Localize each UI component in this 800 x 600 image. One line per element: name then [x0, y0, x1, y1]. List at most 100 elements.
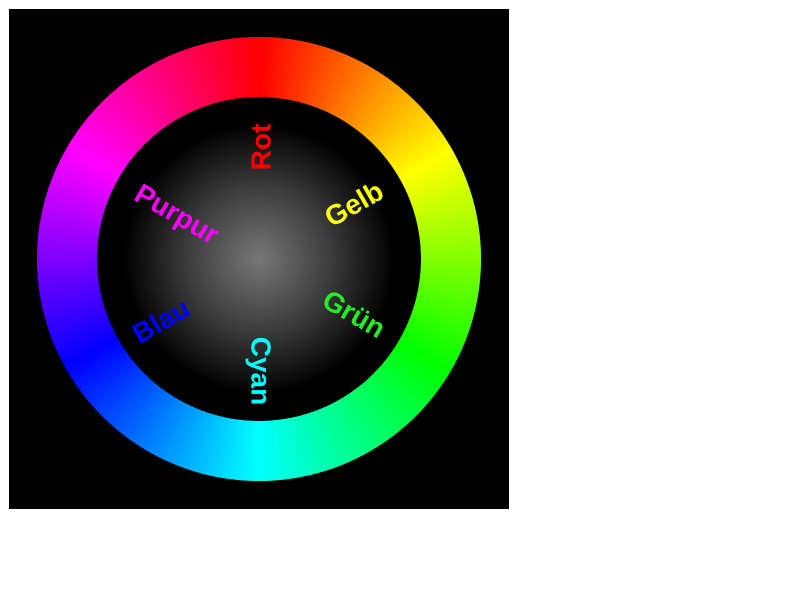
- hue-ring-wedge: [75, 350, 128, 390]
- hue-ring-wedge: [375, 104, 423, 150]
- hue-ring-wedge: [388, 125, 440, 166]
- hue-ring-wedge: [97, 370, 145, 416]
- hue-ring-wedge: [383, 116, 433, 159]
- hue-ring-wedge: [73, 348, 127, 387]
- hue-ring-wedge: [383, 358, 434, 401]
- color-wheel-panel: Rot Gelb Grün Cyan Blau Purpur: [9, 9, 509, 509]
- hue-ring-wedge: [129, 390, 169, 444]
- label-rot: Rot: [246, 124, 277, 171]
- hue-ring-wedge: [393, 344, 448, 382]
- hue-ring-wedge: [351, 77, 392, 129]
- hue-ring-wedge: [92, 366, 141, 411]
- hue-ring-wedge: [331, 402, 364, 458]
- hue-ring-wedge: [387, 354, 439, 395]
- hue-ring-wedge: [55, 323, 113, 353]
- hue-ring-wedge: [116, 85, 159, 135]
- hue-ring-wedge: [399, 148, 455, 182]
- hue-ring-wedge: [348, 391, 387, 445]
- hue-ring-wedge: [122, 80, 163, 132]
- hue-ring-wedge: [81, 120, 133, 162]
- hue-ring-wedge: [63, 336, 119, 370]
- hue-ring-wedge: [343, 394, 380, 449]
- hue-ring-wedge: [120, 385, 162, 437]
- hue-ring-wedge: [333, 400, 367, 457]
- hue-ring-wedge: [386, 122, 438, 163]
- hue-ring-wedge: [361, 381, 405, 431]
- hue-ring-wedge: [138, 69, 175, 124]
- color-wheel-diagram: Rot Gelb Grün Cyan Blau Purpur: [36, 37, 481, 481]
- hue-ring-wedge: [396, 141, 451, 178]
- hue-ring-wedge: [358, 84, 401, 135]
- hue-ring-wedge: [400, 151, 457, 185]
- hue-ring-wedge: [390, 128, 443, 168]
- hue-ring-wedge: [357, 384, 399, 436]
- hue-ring-wedge: [154, 60, 187, 116]
- hue-ring-wedge: [132, 392, 171, 446]
- hue-ring-wedge: [56, 325, 114, 357]
- hue-ring-wedge: [391, 131, 445, 170]
- hue-ring-wedge: [141, 67, 178, 122]
- hue-ring-wedge: [371, 99, 418, 146]
- hue-ring-wedge: [60, 331, 116, 364]
- hue-ring-wedge: [99, 100, 146, 147]
- hue-ring-wedge: [354, 79, 395, 131]
- hue-ring-wedge: [328, 403, 360, 460]
- hue-ring-wedge: [379, 110, 429, 155]
- hue-ring-wedge: [82, 357, 134, 399]
- hue-ring-wedge: [403, 158, 460, 190]
- hue-ring-wedge: [373, 102, 421, 148]
- hue-ring-wedge: [87, 361, 137, 405]
- hue-ring-wedge: [356, 81, 398, 133]
- hue-ring-wedge: [91, 108, 140, 153]
- center-glow: [124, 124, 394, 394]
- hue-ring-wedge: [69, 343, 124, 380]
- hue-ring-wedge: [368, 375, 414, 423]
- hue-ring-wedge: [126, 389, 167, 441]
- hue-ring-wedge: [105, 376, 151, 424]
- hue-ring-wedge: [65, 338, 121, 374]
- hue-ring-wedge: [131, 73, 170, 127]
- hue-ring-wedge: [125, 78, 166, 130]
- hue-ring-wedge: [360, 86, 404, 136]
- hue-ring-wedge: [100, 372, 147, 419]
- hue-ring-wedge: [84, 117, 135, 160]
- label-cyan-text: Cyan: [246, 337, 277, 405]
- hue-ring-wedge: [385, 356, 437, 398]
- hue-ring-wedge: [363, 379, 408, 429]
- hue-ring-wedge: [359, 383, 402, 433]
- hue-ring-wedge: [58, 328, 115, 360]
- hue-ring-wedge: [397, 144, 453, 180]
- hue-ring-wedge: [136, 393, 174, 448]
- hue-ring-wedge: [352, 388, 393, 440]
- hue-ring-wedge: [70, 136, 125, 174]
- hue-ring-wedge: [389, 351, 441, 392]
- hue-ring-wedge: [144, 65, 180, 121]
- hue-ring-wedge: [113, 87, 157, 137]
- hue-ring-wedge: [158, 58, 190, 115]
- hue-ring-wedge: [77, 126, 129, 167]
- hue-ring-wedge: [114, 382, 158, 432]
- label-cyan: Cyan: [246, 337, 277, 405]
- hue-ring-wedge: [117, 383, 160, 434]
- hue-ring-wedge: [151, 61, 185, 118]
- hue-ring-wedge: [372, 371, 419, 418]
- hue-ring-wedge: [363, 88, 407, 138]
- hue-ring-wedge: [88, 111, 138, 155]
- hue-ring-wedge: [374, 369, 422, 415]
- hue-ring-wedge: [404, 161, 462, 193]
- hue-ring-wedge: [380, 363, 430, 407]
- hue-ring-wedge: [393, 134, 447, 173]
- hue-ring-wedge: [255, 37, 262, 98]
- hue-ring-wedge: [344, 70, 382, 125]
- hue-ring-wedge: [128, 75, 168, 128]
- hue-ring-wedge: [74, 129, 128, 169]
- hue-ring-wedge: [72, 132, 126, 171]
- hue-ring-wedge: [381, 113, 431, 157]
- hue-ring-wedge: [325, 404, 357, 462]
- hue-ring-wedge: [350, 390, 390, 443]
- hue-ring-wedge: [366, 377, 411, 426]
- hue-ring-wedge: [370, 373, 416, 421]
- hue-ring-wedge: [85, 359, 135, 402]
- hue-ring-wedge: [336, 399, 370, 455]
- hue-ring-wedge: [390, 349, 444, 389]
